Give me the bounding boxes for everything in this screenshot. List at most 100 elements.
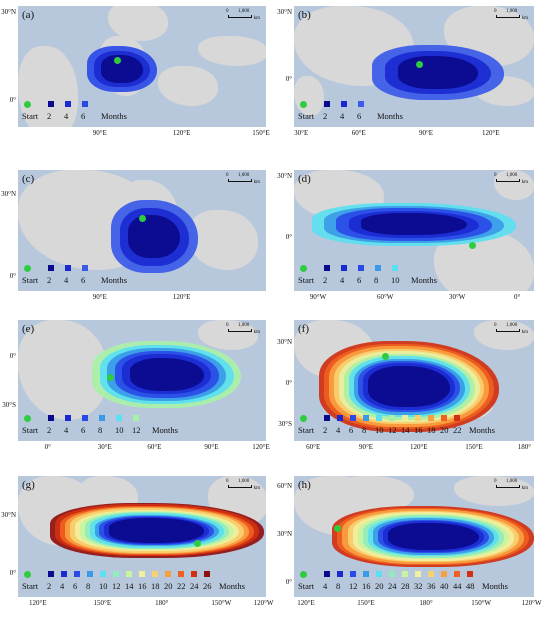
drift-density-2-months — [368, 365, 451, 408]
legend-start-dot — [300, 571, 307, 578]
legend-start-label: Start — [298, 275, 315, 285]
x-tick-label: 150°W — [211, 599, 232, 607]
scale-unit: km — [253, 330, 260, 335]
y-tick-label: 0° — [9, 568, 16, 577]
panel-label: (b) — [298, 9, 311, 21]
scale-zero: 0 — [494, 173, 497, 178]
y-tick-label: 0° — [285, 378, 292, 387]
legend-month-value: 4 — [340, 111, 345, 121]
scale-unit: km — [253, 16, 260, 21]
x-tick-label: 150°E — [252, 129, 270, 137]
x-tick-label: 150°E — [465, 443, 483, 451]
legend-month-value: 18 — [427, 425, 436, 435]
map-area: (g) 0 1,000 km Start 2 4 6 8 10 12 14 16 18 20 22 24 26 Mo… — [18, 476, 266, 597]
x-tick-label: 180° — [155, 599, 169, 607]
legend-month-value: 20 — [440, 425, 449, 435]
legend-swatch — [376, 415, 382, 421]
legend-swatch — [324, 571, 330, 577]
drift-density-2-months — [109, 518, 205, 543]
legend-month-value: 2 — [323, 275, 328, 285]
y-tick-label: 30°N — [277, 8, 292, 17]
y-tick-label: 0° — [9, 96, 16, 105]
x-tick-label: 60°E — [306, 443, 321, 451]
scale-distance: 1,000 — [506, 323, 518, 328]
x-tick-label: 30°E — [97, 443, 112, 451]
scale-bar: 0 1,000 km — [490, 323, 528, 337]
legend-month-value: 6 — [81, 111, 86, 121]
legend-swatch — [415, 571, 421, 577]
map-area: (c) 0 1,000 km Start 2 4 6 Months — [18, 170, 266, 291]
legend-month-value: 8 — [374, 275, 379, 285]
legend-month-value: 4 — [64, 275, 69, 285]
legend-swatch — [402, 571, 408, 577]
legend-month-value: 40 — [440, 581, 449, 591]
scale-zero: 0 — [226, 9, 229, 14]
legend-month-value: 20 — [164, 581, 173, 591]
x-tick-label: 150°E — [357, 599, 375, 607]
panel-label: (g) — [22, 479, 35, 491]
legend-month-value: 8 — [336, 581, 341, 591]
legend-swatch — [337, 415, 343, 421]
legend-month-value: 12 — [112, 581, 121, 591]
scale-distance: 1,000 — [506, 173, 518, 178]
legend-swatch — [376, 571, 382, 577]
legend-swatch — [65, 265, 71, 271]
y-tick-label: 0° — [9, 352, 16, 361]
legend-start-dot — [300, 265, 307, 272]
legend-swatch — [152, 571, 158, 577]
legend-start-dot — [24, 101, 31, 108]
x-tick-label: 120°W — [521, 599, 542, 607]
legend-months-label: Months — [101, 275, 127, 285]
y-tick-label: 0° — [285, 74, 292, 83]
panel-f: (f) 0 1,000 km Start 2 4 6 8 10 12 14 16 18 20 22 Months… — [277, 320, 534, 455]
scale-zero: 0 — [494, 9, 497, 14]
legend-month-value: 22 — [177, 581, 186, 591]
legend-month-value: 6 — [81, 425, 86, 435]
landmass — [474, 320, 534, 350]
x-tick-label: 120°E — [172, 293, 191, 301]
legend-swatch — [350, 415, 356, 421]
scale-unit: km — [521, 16, 528, 21]
legend-swatch — [48, 265, 54, 271]
legend-months-label: Months — [411, 275, 437, 285]
x-tick-label: 90°E — [204, 443, 219, 451]
legend-month-value: 14 — [401, 425, 410, 435]
legend-swatch — [99, 415, 105, 421]
legend-month-value: 36 — [427, 581, 436, 591]
x-tick-label: 120°E — [410, 443, 428, 451]
legend-month-value: 4 — [64, 111, 69, 121]
legend-swatch — [87, 571, 93, 577]
landmass — [158, 66, 218, 106]
landmass — [18, 46, 78, 127]
scale-line — [228, 15, 252, 18]
legend-start-label: Start — [298, 581, 315, 591]
legend-swatch — [363, 415, 369, 421]
legend-swatch — [100, 571, 106, 577]
legend-swatch — [61, 571, 67, 577]
legend-swatch — [428, 415, 434, 421]
scale-zero: 0 — [226, 173, 229, 178]
scale-unit: km — [521, 180, 528, 185]
panel-label: (c) — [22, 173, 35, 185]
scale-bar: 0 1,000 km — [222, 173, 260, 187]
legend-swatch — [324, 101, 330, 107]
legend-months-label: Months — [482, 581, 508, 591]
y-tick-label: 30°N — [1, 510, 16, 519]
start-point — [468, 242, 476, 250]
legend-month-value: 4 — [323, 581, 328, 591]
legend-month-value: 6 — [73, 581, 78, 591]
legend-start-dot — [300, 415, 307, 422]
legend-month-value: 16 — [138, 581, 147, 591]
legend-months-label: Months — [101, 111, 127, 121]
x-tick-label: 150°W — [471, 599, 492, 607]
legend-swatch — [178, 571, 184, 577]
panel-d: (d) 0 1,000 km Start 2 4 6 8 10 Months 30°N 0° 90°W 60… — [277, 170, 534, 305]
legend-swatch — [324, 265, 330, 271]
scale-line — [228, 485, 252, 488]
legend-month-value: 10 — [375, 425, 384, 435]
panel-c: (c) 0 1,000 km Start 2 4 6 Months 30°N 0° 90°E 120°E — [1, 170, 266, 305]
legend-swatch — [48, 415, 54, 421]
legend-month-value: 14 — [125, 581, 134, 591]
x-tick-label: 120°E — [297, 599, 315, 607]
x-tick-label: 60°E — [147, 443, 162, 451]
